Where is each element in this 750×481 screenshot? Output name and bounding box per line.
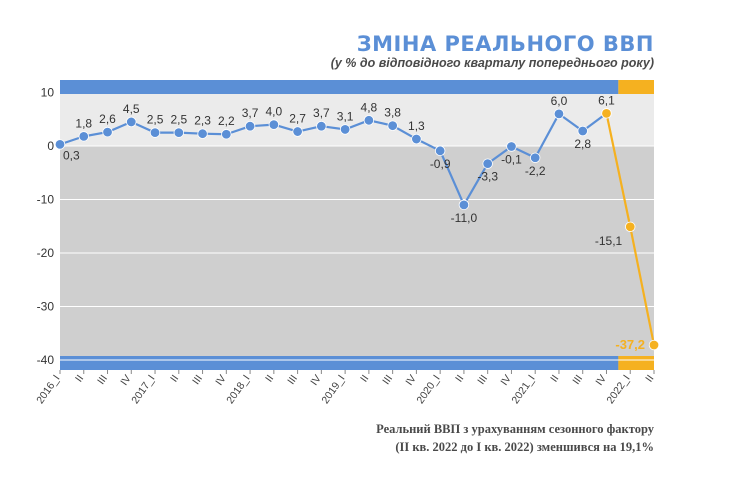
x-tick-label: IV xyxy=(308,373,324,388)
x-tick-label: II xyxy=(168,373,181,385)
data-point xyxy=(54,139,66,150)
x-tick-label: III xyxy=(190,373,205,387)
bottom-band-blue xyxy=(60,356,619,370)
data-label: -0,1 xyxy=(501,153,522,167)
x-tick-label: II xyxy=(358,373,371,385)
y-tick-label: -40 xyxy=(37,353,55,367)
chart-title: ЗМІНА РЕАЛЬНОГО ВВП xyxy=(356,32,654,56)
x-tick-label: II xyxy=(453,373,466,385)
x-tick-label: 2016_I xyxy=(34,373,62,406)
bottom-band-yellow xyxy=(618,356,654,370)
x-tick-label: 2022_I xyxy=(604,373,632,406)
data-point xyxy=(292,126,303,137)
x-tick-label: III xyxy=(475,373,490,387)
y-tick-label: -20 xyxy=(37,246,55,260)
y-tick-label: 10 xyxy=(41,86,55,100)
data-point xyxy=(458,199,470,211)
x-tick-label: IV xyxy=(498,373,514,388)
data-label: 1,8 xyxy=(75,116,92,130)
data-point xyxy=(149,127,161,138)
x-tick-label: IV xyxy=(213,373,229,388)
x-tick-label: III xyxy=(95,373,110,387)
note-line-2: (ІІ кв. 2022 до І кв. 2022) зменшився на… xyxy=(395,440,654,454)
data-label: -11,0 xyxy=(451,211,478,225)
data-label: 1,3 xyxy=(408,119,425,133)
data-label: 0,3 xyxy=(63,148,80,162)
data-label: 6,0 xyxy=(551,94,568,108)
x-tick-label: 2021_I xyxy=(509,373,537,406)
data-point xyxy=(78,131,89,142)
x-tick-label: 2018_I xyxy=(224,373,252,406)
chart-note: Реальний ВВП з урахуванням сезонного фак… xyxy=(376,420,654,456)
x-tick-label: 2020_I xyxy=(414,373,442,406)
x-tick-label: III xyxy=(285,373,300,387)
data-point xyxy=(625,221,636,232)
data-point xyxy=(530,152,541,163)
x-tick-label: II xyxy=(548,373,561,385)
data-point xyxy=(601,108,612,119)
data-label: 3,7 xyxy=(242,106,259,120)
data-label: 4,0 xyxy=(265,105,282,119)
data-point xyxy=(434,145,446,157)
data-label: 2,8 xyxy=(574,137,591,151)
data-point xyxy=(102,126,113,138)
data-point xyxy=(221,129,232,140)
y-tick-label: -10 xyxy=(37,193,55,207)
data-label: 2,7 xyxy=(289,112,306,126)
data-label: -2,2 xyxy=(525,164,546,178)
data-label: -0,9 xyxy=(430,157,451,171)
data-point xyxy=(197,128,208,139)
data-label: -3,3 xyxy=(477,170,498,184)
data-point xyxy=(648,339,660,351)
data-label: 4,5 xyxy=(123,102,140,116)
y-tick-label: 0 xyxy=(47,139,54,153)
data-point xyxy=(339,124,351,135)
x-tick-label: II xyxy=(643,373,656,385)
data-point xyxy=(173,127,185,138)
x-tick-label: II xyxy=(263,373,276,385)
data-label: -15,1 xyxy=(595,234,623,248)
data-point xyxy=(126,116,137,128)
data-label: 2,5 xyxy=(147,113,164,127)
x-tick-label: II xyxy=(73,373,86,385)
data-label: 3,1 xyxy=(337,109,354,123)
data-label: 2,6 xyxy=(99,112,116,126)
x-tick-label: III xyxy=(380,373,395,387)
x-tick-label: IV xyxy=(118,373,134,388)
top-band-blue xyxy=(60,80,619,94)
data-point xyxy=(387,120,398,131)
data-label: 2,2 xyxy=(218,114,235,128)
data-point xyxy=(316,121,327,132)
data-point xyxy=(553,108,565,120)
data-label: 6,1 xyxy=(598,93,615,107)
data-label: 2,5 xyxy=(170,113,187,127)
data-label: 3,7 xyxy=(313,106,330,120)
x-tick-label: 2019_I xyxy=(319,373,347,406)
data-point xyxy=(577,125,588,137)
chart-subtitle: (у % до відповідного кварталу попередньо… xyxy=(330,56,654,70)
data-label: 4,8 xyxy=(361,100,378,114)
data-point xyxy=(268,119,280,130)
x-tick-label: III xyxy=(570,373,585,387)
data-point xyxy=(411,133,422,145)
note-line-1: Реальний ВВП з урахуванням сезонного фак… xyxy=(376,422,654,436)
data-label: 2,3 xyxy=(194,114,211,128)
x-tick-label: 2017_I xyxy=(129,373,157,406)
data-point xyxy=(506,141,517,152)
top-band-yellow xyxy=(618,80,654,94)
data-point xyxy=(482,158,493,169)
data-point xyxy=(363,115,375,126)
plot-bg-negative xyxy=(60,146,654,370)
data-label: 3,8 xyxy=(384,106,401,120)
x-tick-label: IV xyxy=(593,373,609,388)
data-point xyxy=(244,121,256,132)
data-label-highlight: -37,2 xyxy=(615,337,645,352)
x-tick-label: IV xyxy=(403,373,419,388)
y-tick-label: -30 xyxy=(37,300,55,314)
